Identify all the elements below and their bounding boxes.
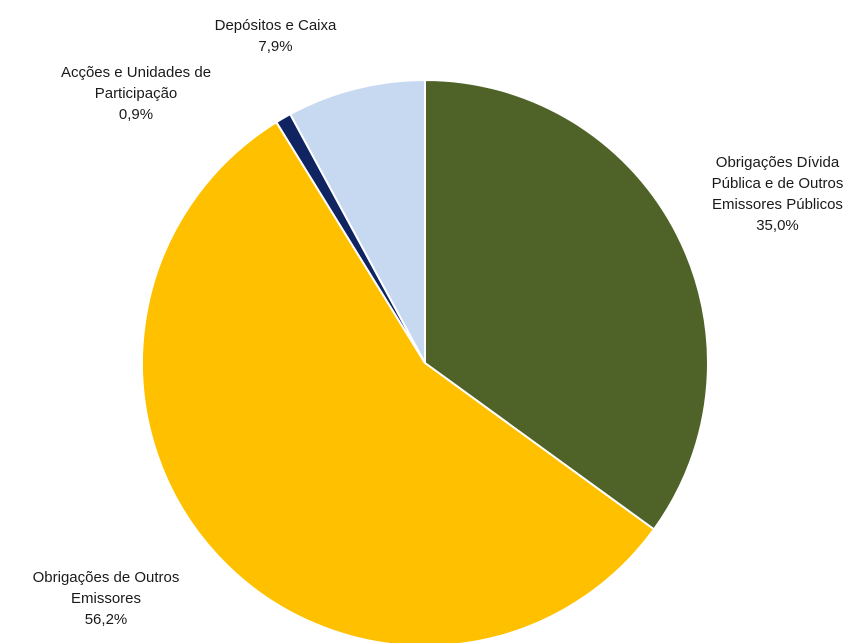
label-obrigacoes-outros-emissores: Obrigações de Outros Emissores 56,2% bbox=[32, 569, 180, 628]
pie-slice-3 bbox=[288, 78, 426, 364]
pie-slices bbox=[141, 78, 709, 643]
pie-slice-1 bbox=[141, 120, 656, 643]
label-depositos-caixa: Depósitos e Caixa 7,9% bbox=[214, 17, 337, 55]
pie-slice-0 bbox=[424, 78, 709, 531]
label-accoes-unidades-participacao: Acções e Unidades de Participação 0,9% bbox=[60, 64, 212, 123]
label-obrigacoes-divida-publica: Obrigações Dívida Pública e de Outros Em… bbox=[711, 154, 844, 234]
